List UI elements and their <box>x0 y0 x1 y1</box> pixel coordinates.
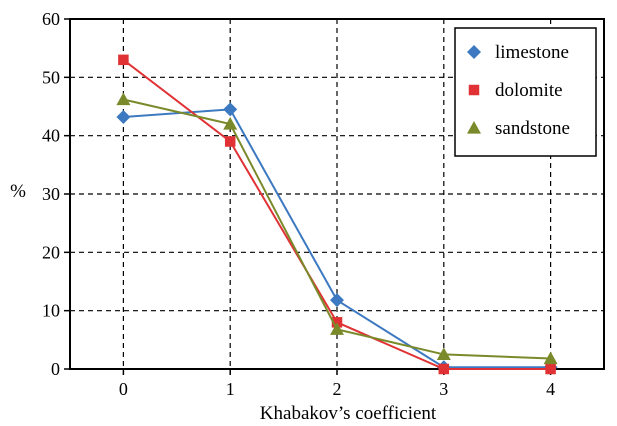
y-tick-label: 10 <box>42 301 60 321</box>
y-tick-label: 0 <box>51 359 60 379</box>
dolomite-point <box>545 363 556 375</box>
legend: limestone dolomite sandstone <box>454 27 597 157</box>
limestone-point <box>116 110 131 124</box>
y-tick-label: 60 <box>42 9 60 29</box>
y-tick-label: 20 <box>42 242 60 262</box>
x-tick-label: 2 <box>333 379 342 399</box>
y-tick-label: 30 <box>42 184 60 204</box>
axes: 0 10 20 30 40 50 60 0 1 2 3 4 <box>42 9 605 399</box>
x-tick-label: 3 <box>439 379 448 399</box>
y-tick-label: 40 <box>42 126 60 146</box>
limestone-point <box>330 293 344 308</box>
sandstone-point <box>223 117 238 130</box>
dolomite-point <box>224 136 236 147</box>
legend-label-dolomite: dolomite <box>495 80 563 101</box>
dolomite-point <box>118 54 129 66</box>
dolomite-legend-marker <box>468 84 480 96</box>
x-tick-label: 1 <box>226 379 235 399</box>
x-tick-label: 0 <box>119 379 128 399</box>
plot-frame <box>69 18 605 370</box>
x-axis-label: Khabakov’s coefficient <box>260 403 437 424</box>
sandstone-point <box>436 347 451 361</box>
dolomite-point <box>438 363 450 375</box>
sandstone-legend-marker <box>467 121 481 134</box>
y-tick-label: 50 <box>42 67 60 87</box>
limestone-legend-marker <box>467 45 481 59</box>
legend-label-limestone: limestone <box>495 42 569 63</box>
series-layer <box>116 54 558 375</box>
sandstone-point <box>543 351 558 365</box>
sandstone-point <box>116 92 131 106</box>
x-tick-label: 4 <box>546 379 555 399</box>
legend-label-sandstone: sandstone <box>495 118 570 139</box>
y-axis-label: % <box>10 181 26 202</box>
sandstone-point <box>330 322 344 335</box>
series-sandstone <box>116 92 558 365</box>
limestone-point <box>223 102 238 117</box>
